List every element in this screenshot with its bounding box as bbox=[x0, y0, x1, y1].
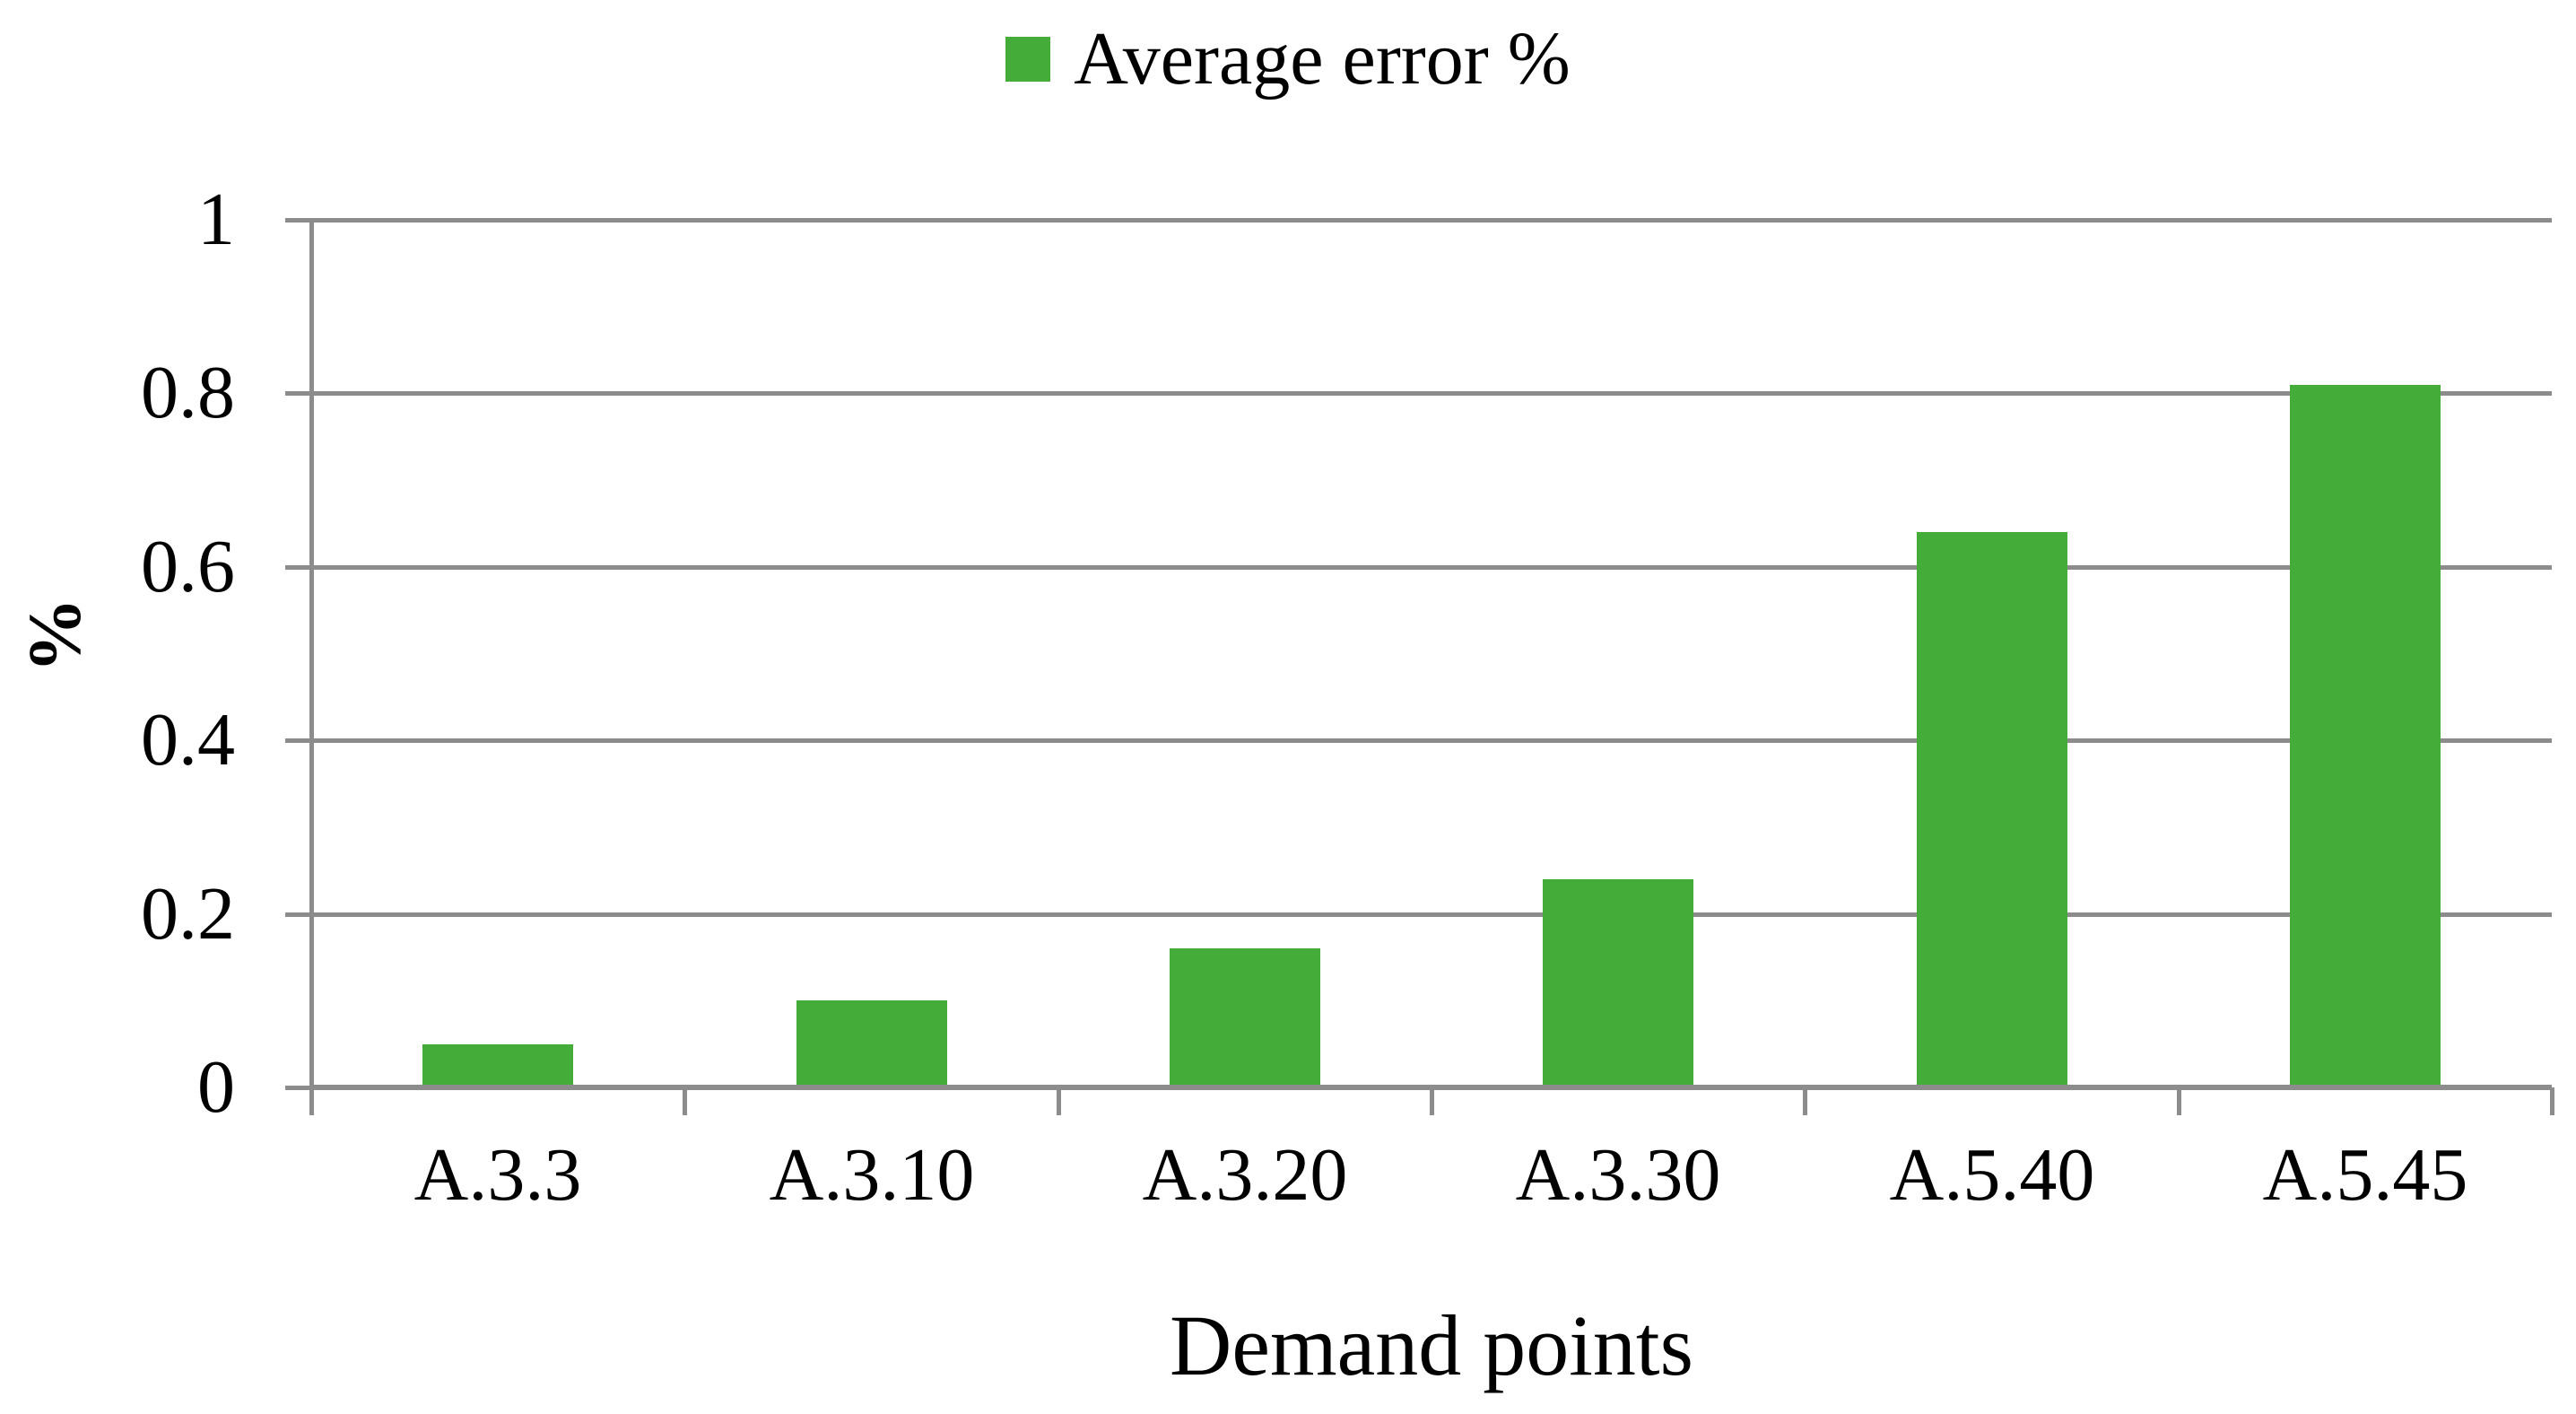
y-tick-label: 0 bbox=[197, 1045, 235, 1129]
x-category-label: A.3.3 bbox=[413, 1133, 582, 1217]
y-tick-label: 1 bbox=[197, 178, 235, 261]
x-tick bbox=[683, 1087, 687, 1115]
x-tick bbox=[1430, 1087, 1434, 1115]
x-category-label: A.3.10 bbox=[769, 1133, 975, 1217]
x-tick bbox=[1803, 1087, 1807, 1115]
x-category-label: A.5.40 bbox=[1889, 1133, 2095, 1217]
x-category-label: A.3.20 bbox=[1142, 1133, 1348, 1217]
gridline bbox=[311, 391, 2552, 397]
y-tick-label: 0.6 bbox=[141, 524, 235, 608]
y-tick bbox=[285, 218, 311, 223]
legend-swatch bbox=[1005, 37, 1051, 82]
gridline bbox=[311, 738, 2552, 744]
gridline bbox=[311, 564, 2552, 570]
y-tick-label: 0.8 bbox=[141, 351, 235, 435]
y-tick bbox=[285, 564, 311, 570]
x-category-label: A.3.30 bbox=[1515, 1133, 1721, 1217]
gridline bbox=[311, 912, 2552, 917]
bar-A.3.20 bbox=[1170, 948, 1320, 1087]
y-tick-label: 0.2 bbox=[141, 871, 235, 956]
y-axis-title: % bbox=[13, 598, 97, 673]
x-tick bbox=[1057, 1087, 1061, 1115]
bar-A.3.10 bbox=[796, 1000, 947, 1087]
x-axis-title: Demand points bbox=[1170, 1297, 1693, 1393]
y-tick bbox=[285, 391, 311, 397]
bar-A.3.3 bbox=[422, 1044, 573, 1087]
y-tick bbox=[285, 912, 311, 917]
legend-label: Average error % bbox=[1074, 17, 1571, 100]
x-category-label: A.5.45 bbox=[2262, 1133, 2468, 1217]
bar-A.5.40 bbox=[1917, 532, 2067, 1087]
y-tick-label: 0.4 bbox=[141, 698, 235, 782]
bar-A.5.45 bbox=[2290, 385, 2441, 1087]
x-tick bbox=[309, 1087, 314, 1115]
legend: Average error % bbox=[0, 16, 2576, 102]
x-tick bbox=[2550, 1087, 2554, 1115]
gridline bbox=[311, 218, 2552, 223]
bar-A.3.30 bbox=[1543, 879, 1693, 1087]
x-tick bbox=[2177, 1087, 2181, 1115]
y-tick bbox=[285, 1086, 311, 1090]
y-tick bbox=[285, 738, 311, 744]
y-axis-line bbox=[309, 220, 314, 1087]
